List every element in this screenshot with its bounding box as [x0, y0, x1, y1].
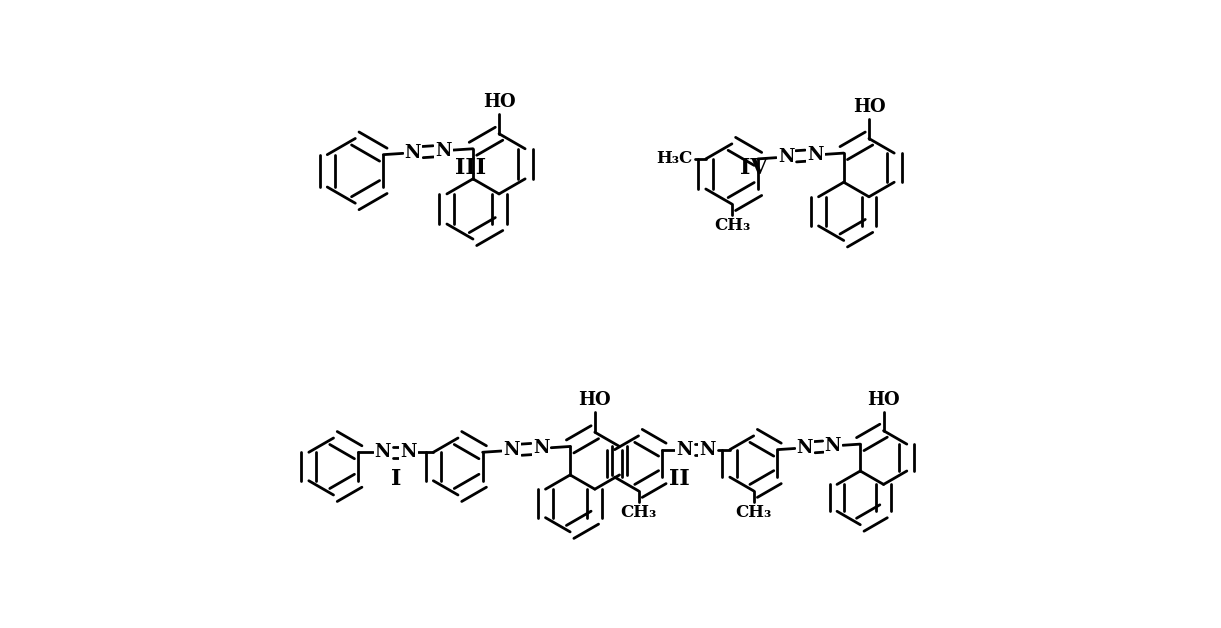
Text: N: N	[435, 142, 452, 160]
Text: HO: HO	[579, 391, 612, 409]
Text: N: N	[807, 146, 824, 164]
Text: N: N	[778, 148, 795, 166]
Text: N: N	[400, 443, 416, 461]
Text: N: N	[676, 441, 692, 458]
Text: IV: IV	[740, 157, 768, 179]
Text: H₃C: H₃C	[657, 150, 692, 168]
Text: HO: HO	[867, 391, 900, 409]
Text: N: N	[503, 441, 520, 459]
Text: N: N	[404, 144, 421, 162]
Text: III: III	[455, 157, 486, 179]
Text: N: N	[700, 441, 716, 458]
Text: CH₃: CH₃	[714, 217, 750, 234]
Text: I: I	[391, 468, 400, 490]
Text: HO: HO	[482, 93, 515, 111]
Text: N: N	[534, 440, 549, 457]
Text: N: N	[375, 443, 391, 461]
Text: N: N	[824, 437, 841, 455]
Text: CH₃: CH₃	[735, 504, 772, 521]
Text: CH₃: CH₃	[620, 504, 657, 521]
Text: HO: HO	[852, 97, 885, 116]
Text: II: II	[669, 468, 690, 490]
Text: N: N	[796, 439, 813, 457]
